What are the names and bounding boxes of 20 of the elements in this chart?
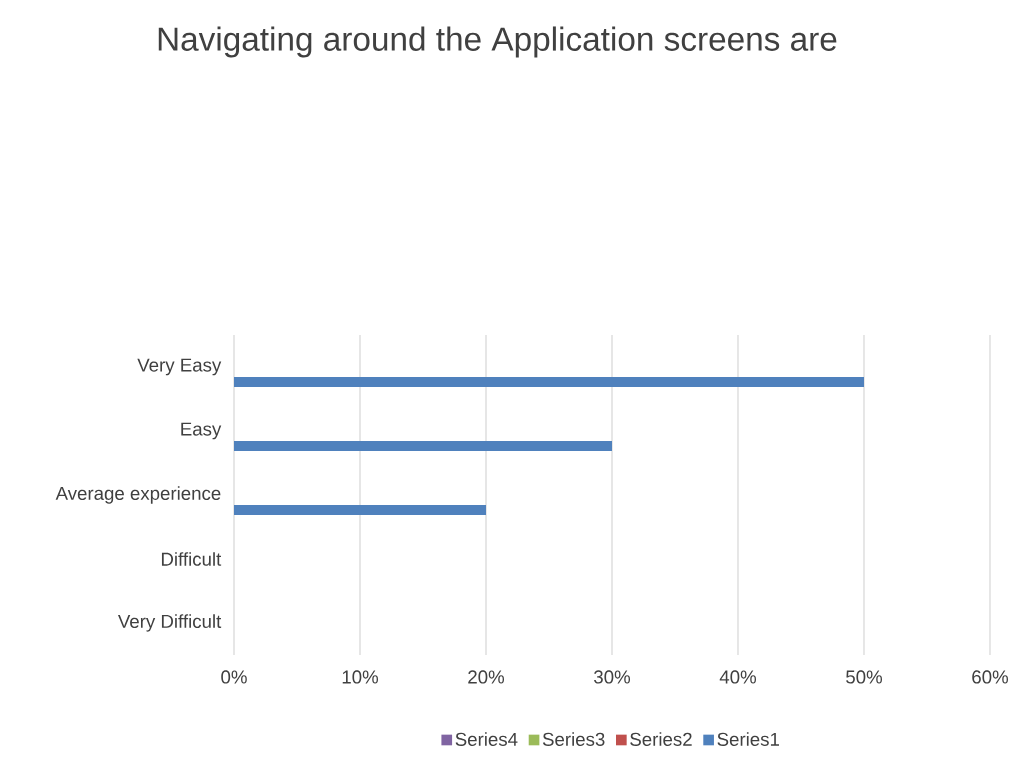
y-tick-label: Average experience: [55, 486, 221, 504]
x-tick-label: 0%: [221, 670, 247, 684]
legend-label: Series2: [630, 732, 692, 746]
chart-title: Navigating around the Application screens are: [158, 26, 837, 58]
x-tick-label: 50%: [846, 670, 883, 684]
y-tick-label: Difficult: [161, 552, 222, 566]
bar: [234, 376, 864, 387]
legend-label: Series3: [542, 732, 605, 746]
y-tick-label: Easy: [181, 422, 222, 440]
x-tick-label: 40%: [719, 670, 757, 684]
x-tick-label: 30%: [594, 670, 631, 684]
legend-label: Series4: [455, 732, 518, 746]
x-tick-label: 10%: [342, 670, 379, 684]
y-tick-label: Very Easy: [137, 358, 222, 376]
bar: [234, 504, 486, 515]
x-tick-label: 20%: [468, 670, 505, 684]
bar: [234, 440, 612, 451]
legend-label: Series1: [717, 732, 779, 746]
x-tick-label: 60%: [972, 670, 1009, 684]
y-tick-label: Very Difficult: [117, 614, 222, 632]
